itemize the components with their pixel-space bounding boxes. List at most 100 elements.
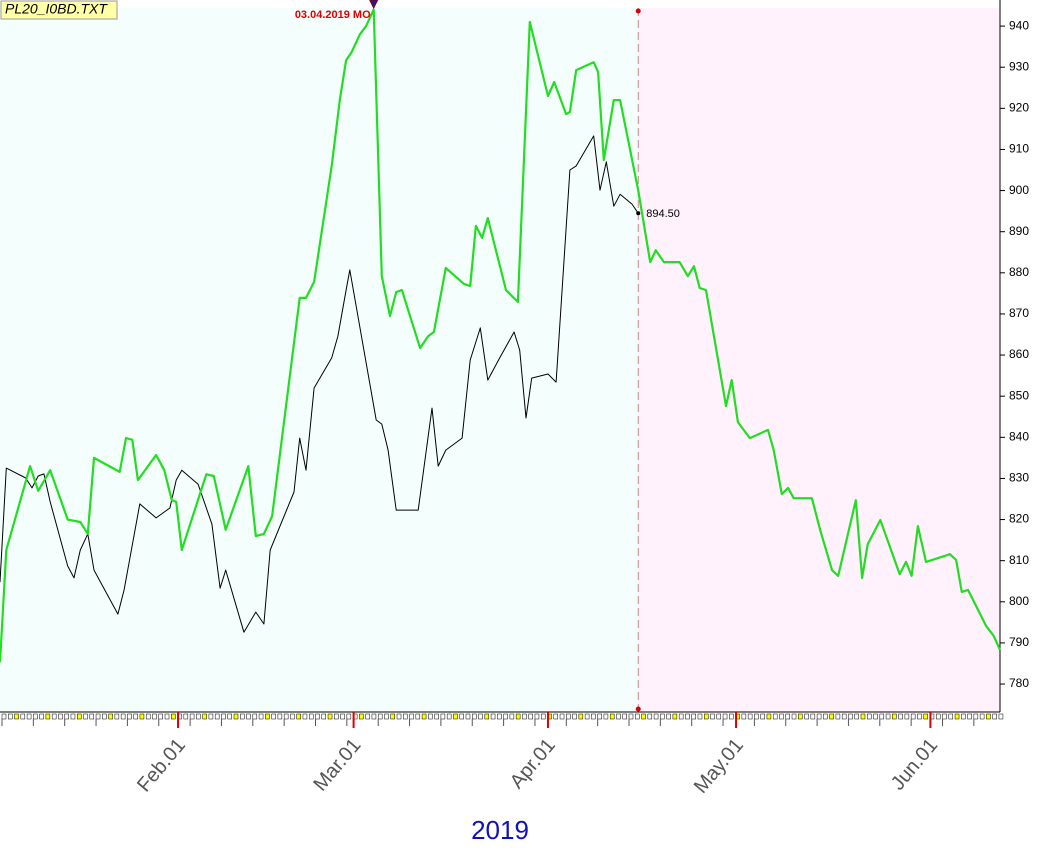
day-cell (271, 713, 276, 720)
day-cell (189, 713, 195, 720)
x-tick-label: Apr.01 (506, 734, 560, 792)
x-tick-label: Jun.01 (887, 734, 942, 794)
day-cell (277, 713, 283, 720)
day-cell (33, 713, 38, 720)
day-cell (885, 713, 891, 720)
day-cell (591, 713, 596, 720)
y-tick-label: 920 (1009, 101, 1029, 115)
day-cell (961, 713, 966, 720)
day-cell (898, 713, 903, 720)
day-cell (70, 713, 76, 720)
day-cell (39, 713, 44, 720)
day-cell (26, 713, 32, 720)
day-cell (258, 713, 264, 720)
day-cell (208, 713, 214, 720)
day-cell (628, 713, 634, 720)
day-cell (233, 713, 239, 720)
day-cell (453, 713, 458, 720)
day-cell (509, 713, 515, 720)
day-cell (340, 713, 345, 720)
y-tick-label: 800 (1009, 594, 1029, 608)
y-tick-label: 850 (1009, 388, 1029, 402)
day-cell (528, 713, 533, 720)
day-cell (409, 713, 414, 720)
y-tick-label: 780 (1009, 676, 1029, 690)
day-cell (816, 713, 822, 720)
day-cell (183, 713, 189, 720)
day-cell (484, 713, 490, 720)
day-cell (472, 713, 477, 720)
day-cell (152, 713, 157, 720)
day-cell (478, 713, 483, 720)
y-tick-label: 810 (1009, 553, 1029, 567)
y-tick-label: 910 (1009, 142, 1029, 156)
history-background (0, 8, 639, 712)
day-cell (986, 713, 991, 720)
day-cell (359, 713, 364, 720)
day-cell (867, 713, 872, 720)
day-cell (873, 713, 878, 720)
day-cell (89, 713, 95, 720)
day-cell (697, 713, 703, 720)
day-cell (196, 713, 201, 720)
day-cell (14, 713, 19, 720)
day-cell (396, 713, 402, 720)
day-cell (240, 713, 245, 720)
day-cell (910, 713, 916, 720)
day-cell (685, 713, 690, 720)
day-cell (95, 713, 101, 720)
day-cell (666, 713, 671, 720)
day-cell (760, 713, 765, 720)
y-tick-label: 890 (1009, 224, 1029, 238)
day-cell (164, 713, 170, 720)
day-cell (559, 713, 565, 720)
day-cell (497, 713, 502, 720)
day-cell (440, 713, 446, 720)
day-cell (672, 713, 678, 720)
day-cell (446, 713, 452, 720)
day-cell (954, 713, 960, 720)
day-cell (51, 713, 57, 720)
divider-dot (635, 706, 641, 712)
x-axis-label: 2019 (471, 815, 529, 845)
day-cell (766, 713, 772, 720)
day-cell (246, 713, 251, 720)
day-cell (948, 713, 954, 720)
day-cell (584, 713, 590, 720)
chart-title: PL20_I0BD.TXT (5, 1, 108, 17)
day-cell (860, 713, 866, 720)
day-cell (729, 713, 734, 720)
day-cell (133, 713, 138, 720)
day-cell (716, 713, 722, 720)
y-tick-label: 840 (1009, 429, 1029, 443)
day-cell (83, 713, 88, 720)
day-cell (772, 713, 778, 720)
day-cell (459, 713, 464, 720)
day-cell (334, 713, 339, 720)
day-cell (841, 713, 847, 720)
day-cell (998, 713, 1004, 720)
day-cell (515, 713, 521, 720)
day-cell (879, 713, 885, 720)
divider-dot (635, 8, 641, 14)
day-cell (390, 713, 395, 720)
day-cell (114, 713, 120, 720)
day-cell (691, 713, 696, 720)
day-cell (678, 713, 684, 720)
day-cell (221, 713, 226, 720)
day-cell (892, 713, 897, 720)
day-cell (127, 713, 132, 720)
series-line (0, 135, 639, 633)
day-cell (428, 713, 433, 720)
day-cell (641, 713, 646, 720)
day-cell (653, 713, 659, 720)
title-box (0, 0, 118, 20)
day-cell (415, 713, 421, 720)
x-tick-label: Mar.01 (309, 734, 365, 795)
day-cell (465, 713, 471, 720)
x-tick-label: May.01 (690, 734, 748, 797)
day-cell (992, 713, 997, 720)
day-cell (854, 713, 859, 720)
day-cell (503, 713, 508, 720)
y-tick-label: 940 (1009, 18, 1029, 32)
